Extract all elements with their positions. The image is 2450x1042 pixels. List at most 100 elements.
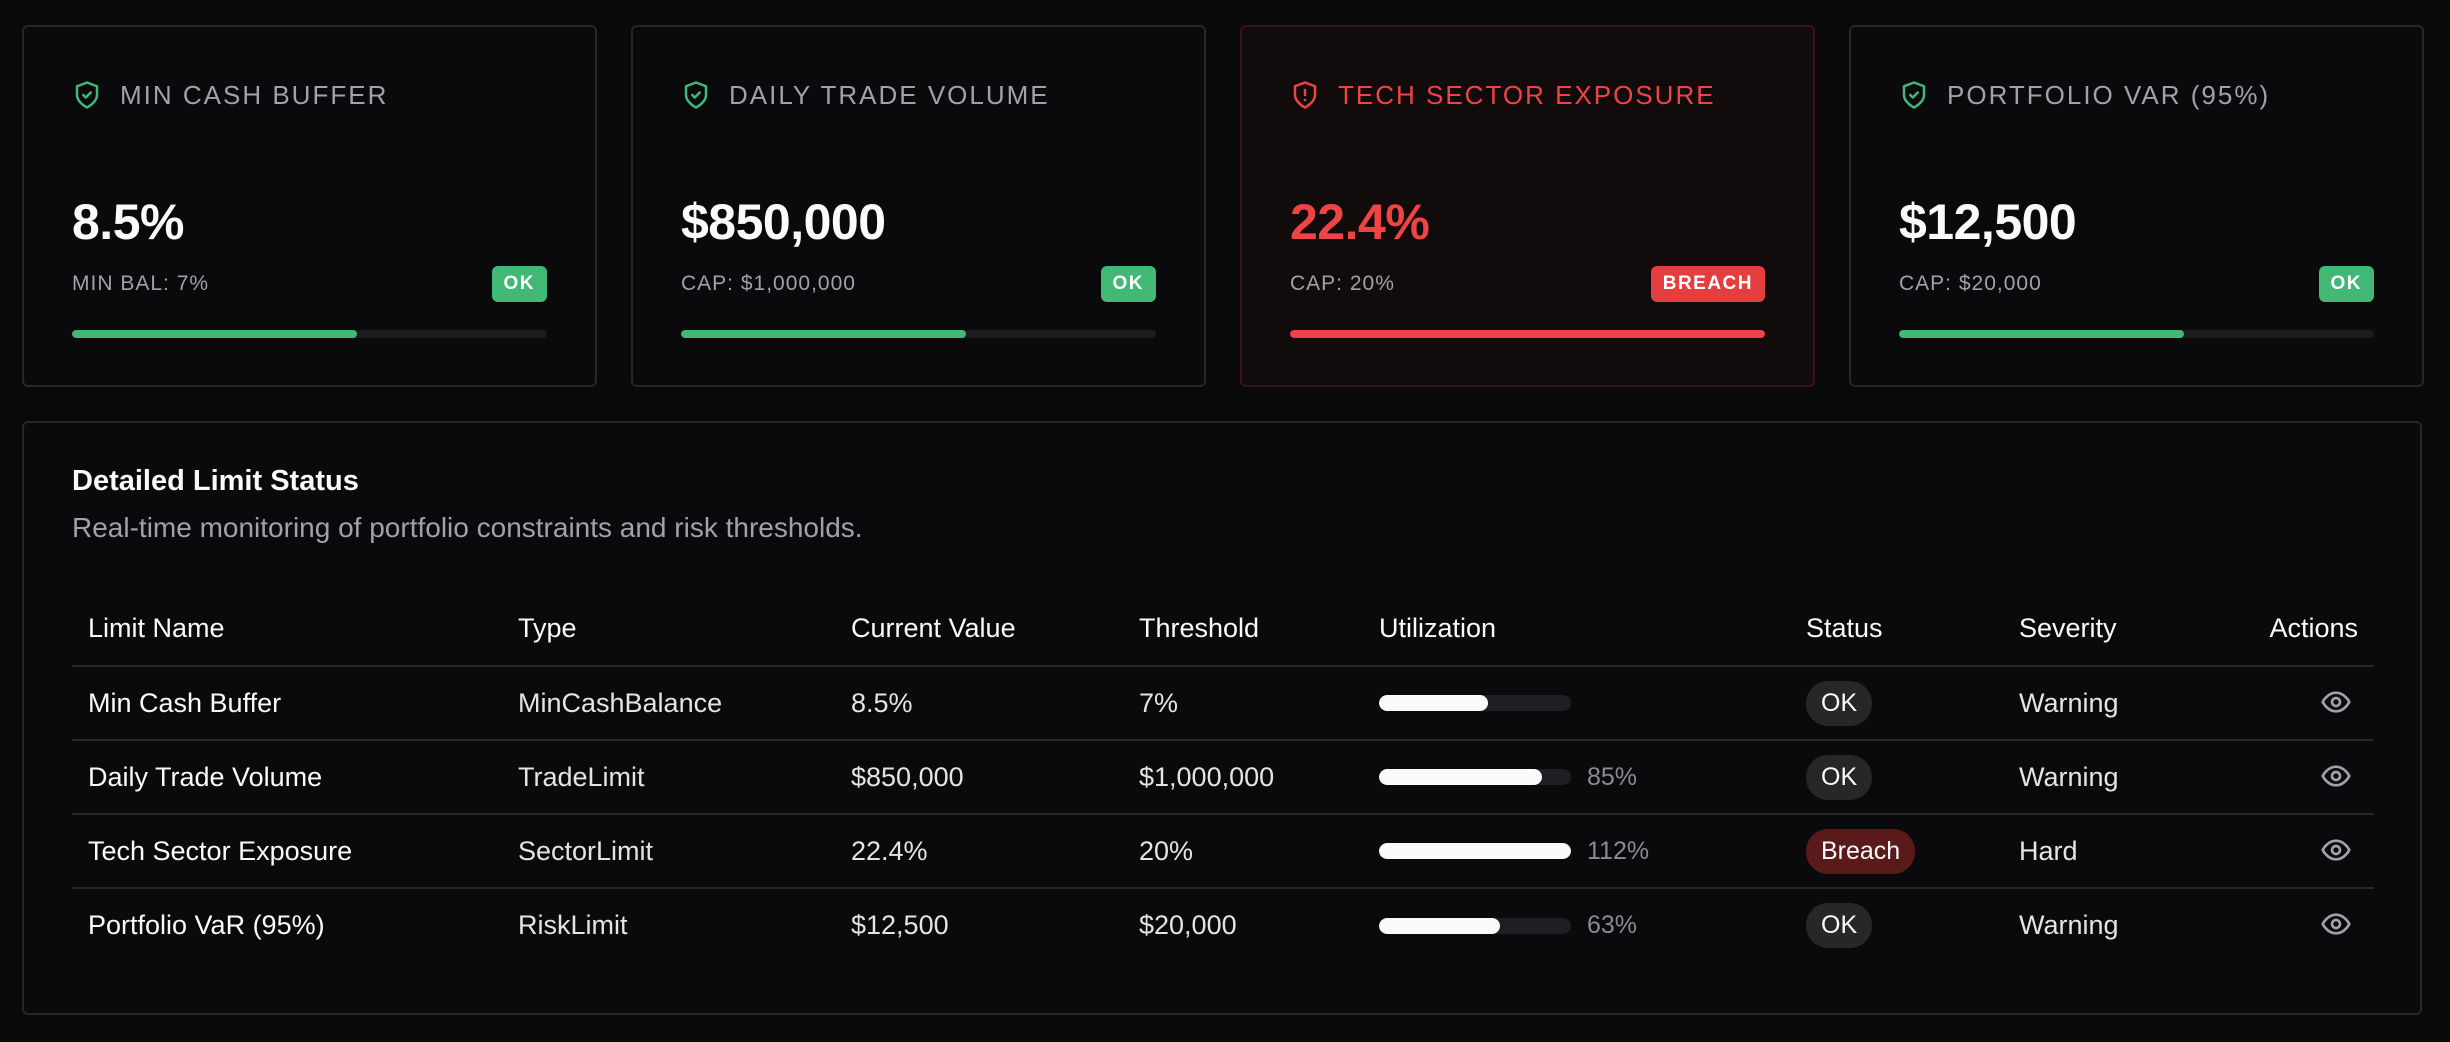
view-button[interactable] [2316,830,2356,870]
progress-fill [1290,330,1765,338]
cell-utilization: 63% [1363,888,1790,962]
column-header-severity: Severity [2003,592,2213,667]
cell-utilization: 85% [1363,740,1790,815]
view-button[interactable] [2316,682,2356,722]
card-subtitle: MIN BAL: 7% [72,272,210,295]
cell-limit-name: Min Cash Buffer [72,666,502,741]
column-header-type: Type [502,592,835,667]
utilization-bar [1379,695,1571,711]
cell-type: RiskLimit [518,910,628,940]
card-sub-row: MIN BAL: 7% OK [72,265,547,303]
status-pill: Breach [1806,828,1916,874]
card-value: $850,000 [681,194,886,250]
progress-fill [72,330,357,338]
table-row: Tech Sector Exposure SectorLimit 22.4% 2… [72,814,2374,889]
column-header-status: Status [1790,592,2003,667]
column-header-threshold: Threshold [1123,592,1363,667]
card-subtitle: CAP: $20,000 [1899,272,2042,295]
panel-description: Real-time monitoring of portfolio constr… [72,512,863,543]
view-button[interactable] [2316,756,2356,796]
table-row: Portfolio VaR (95%) RiskLimit $12,500 $2… [72,888,2374,962]
cell-status: OK [1790,666,2003,741]
cell-current-value: 22.4% [835,814,1123,889]
shield-alert-icon [1290,79,1320,111]
cell-current-value: $850,000 [835,740,1123,815]
card-header: MIN CASH BUFFER [72,75,547,115]
limit-card-portfolio-var[interactable]: PORTFOLIO VAR (95%) $12,500 CAP: $20,000… [1849,25,2424,387]
cell-threshold: $20,000 [1139,910,1237,940]
cell-threshold: 20% [1123,814,1363,889]
card-header: PORTFOLIO VAR (95%) [1899,75,2374,115]
utilization-fill [1379,917,1500,934]
limits-table: Limit Name Type Current Value Threshold … [72,592,2374,962]
card-progress-bar [1899,330,2374,338]
cell-type: TradeLimit [502,740,835,815]
status-badge: BREACH [1650,266,1765,302]
cell-severity: Warning [2019,910,2119,940]
cell-limit-name: Portfolio VaR (95%) [88,910,325,940]
panel-title: Detailed Limit Status [72,465,359,497]
column-header-actions: Actions [2213,592,2374,667]
utilization-fill [1379,769,1543,785]
cell-severity: Warning [2003,740,2213,815]
cell-severity: Hard [2003,814,2213,889]
utilization: 63% [1379,911,1774,940]
cell-actions [2213,814,2374,889]
eye-icon [2321,690,2351,713]
utilization-fill [1379,843,1571,859]
status-badge: OK [2318,266,2374,302]
utilization-bar [1379,917,1571,934]
progress-fill [681,330,966,338]
progress-fill [1899,330,2184,338]
card-title: DAILY TRADE VOLUME [729,79,1050,110]
card-title: TECH SECTOR EXPOSURE [1338,79,1716,110]
utilization-bar [1379,769,1571,785]
cell-limit-name: Daily Trade Volume [72,740,502,815]
view-button[interactable] [2316,904,2356,944]
utilization-bar [1379,843,1571,859]
utilization: 85% [1379,763,1774,792]
cell-current-value: $12,500 [851,910,949,940]
card-value: $12,500 [1899,194,2077,250]
eye-icon [2321,913,2351,935]
card-header: TECH SECTOR EXPOSURE [1290,75,1765,115]
table-header-row: Limit Name Type Current Value Threshold … [72,592,2374,667]
card-subtitle: CAP: 20% [1290,272,1395,295]
card-sub-row: CAP: $20,000 OK [1899,265,2374,303]
cell-status: OK [1790,888,2003,962]
card-progress-bar [1290,330,1765,338]
card-sub-row: CAP: 20% BREACH [1290,265,1765,303]
shield-check-icon [681,79,711,111]
utilization-percent: 63% [1587,911,1638,939]
utilization-percent: 85% [1587,762,1638,791]
cell-current-value: 8.5% [835,666,1123,741]
status-badge: OK [1100,266,1156,302]
limit-card-min-cash-buffer[interactable]: MIN CASH BUFFER 8.5% MIN BAL: 7% OK [22,25,597,387]
shield-check-icon [1899,79,1929,111]
card-header: DAILY TRADE VOLUME [681,75,1156,115]
cell-utilization: 112% [1363,814,1790,889]
detailed-limit-status-panel: Detailed Limit Status Real-time monitori… [22,421,2422,1015]
card-value: 22.4% [1290,194,1430,250]
status-badge: OK [491,266,547,302]
card-title: MIN CASH BUFFER [120,79,389,110]
eye-icon [2321,764,2351,787]
cell-threshold: $1,000,000 [1123,740,1363,815]
status-pill: OK [1806,754,1873,800]
cell-type: MinCashBalance [502,666,835,741]
utilization-fill [1379,695,1489,711]
card-subtitle: CAP: $1,000,000 [681,272,856,295]
limit-card-daily-trade-volume[interactable]: DAILY TRADE VOLUME $850,000 CAP: $1,000,… [631,25,1206,387]
card-sub-row: CAP: $1,000,000 OK [681,265,1156,303]
utilization [1379,695,1774,711]
column-header-limit-name: Limit Name [72,592,502,667]
cell-status: OK [1790,740,2003,815]
table-row: Daily Trade Volume TradeLimit $850,000 $… [72,740,2374,815]
cell-utilization [1363,666,1790,741]
cell-threshold: 7% [1123,666,1363,741]
cell-status: Breach [1790,814,2003,889]
cell-limit-name: Tech Sector Exposure [72,814,502,889]
limit-card-tech-sector-exposure[interactable]: TECH SECTOR EXPOSURE 22.4% CAP: 20% BREA… [1240,25,1815,387]
table-row: Min Cash Buffer MinCashBalance 8.5% 7% O… [72,666,2374,741]
card-progress-bar [681,330,1156,338]
